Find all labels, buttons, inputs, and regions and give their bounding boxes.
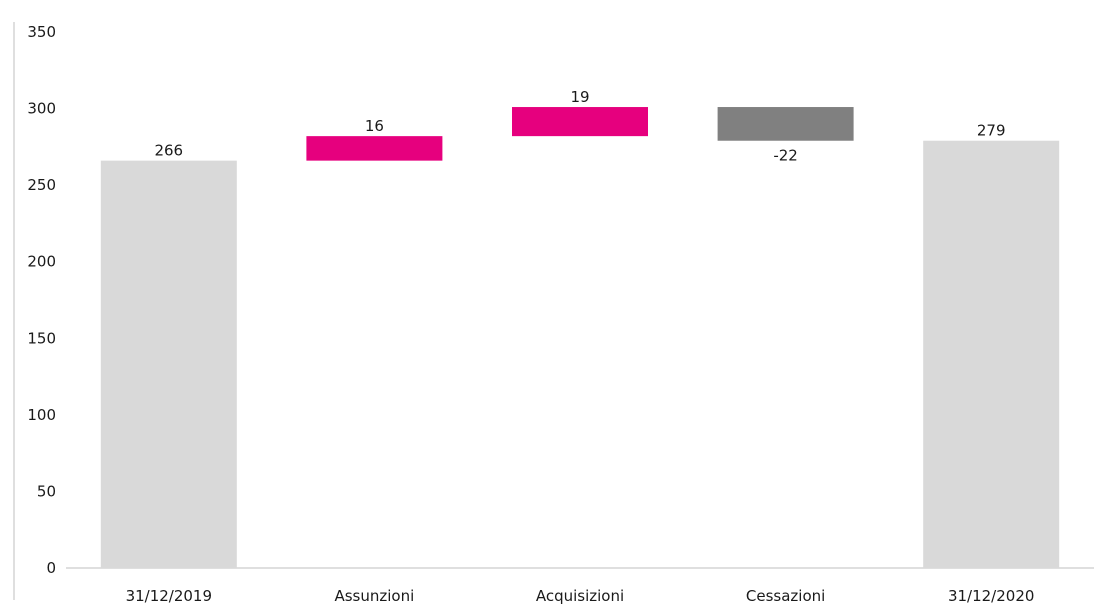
labels-layer: 266 31/12/2019 16 Assunzioni 19 Acquisizioni -… (126, 88, 1035, 605)
bar-31-12-2019 (100, 160, 237, 568)
y-tick-label: 350 (27, 23, 56, 41)
y-tick-label: 100 (27, 406, 56, 424)
axes-layer: 0 50 100 150 200 250 300 350 (13, 22, 1094, 600)
x-category-label: Acquisizioni (536, 587, 624, 605)
y-tick-label: 200 (27, 253, 56, 271)
x-category-label: Assunzioni (334, 587, 414, 605)
bar-31-12-2020 (923, 140, 1060, 568)
y-tick-label: 300 (27, 100, 56, 118)
data-label: -22 (773, 147, 798, 165)
x-category-label: 31/12/2020 (948, 587, 1034, 605)
bar-cessazioni (717, 107, 854, 141)
y-tick-label: 250 (27, 176, 56, 194)
data-label: 279 (977, 122, 1006, 140)
data-label: 16 (365, 117, 384, 135)
bars-layer (100, 107, 1060, 568)
y-tick-label: 50 (37, 482, 56, 500)
data-label: 19 (570, 88, 589, 106)
data-label: 266 (154, 142, 183, 160)
x-category-label: 31/12/2019 (126, 587, 212, 605)
y-tick-label: 0 (46, 559, 56, 577)
bar-assunzioni (306, 136, 443, 161)
x-category-label: Cessazioni (746, 587, 825, 605)
y-tick-label: 150 (27, 329, 56, 347)
bar-acquisizioni (512, 107, 648, 137)
